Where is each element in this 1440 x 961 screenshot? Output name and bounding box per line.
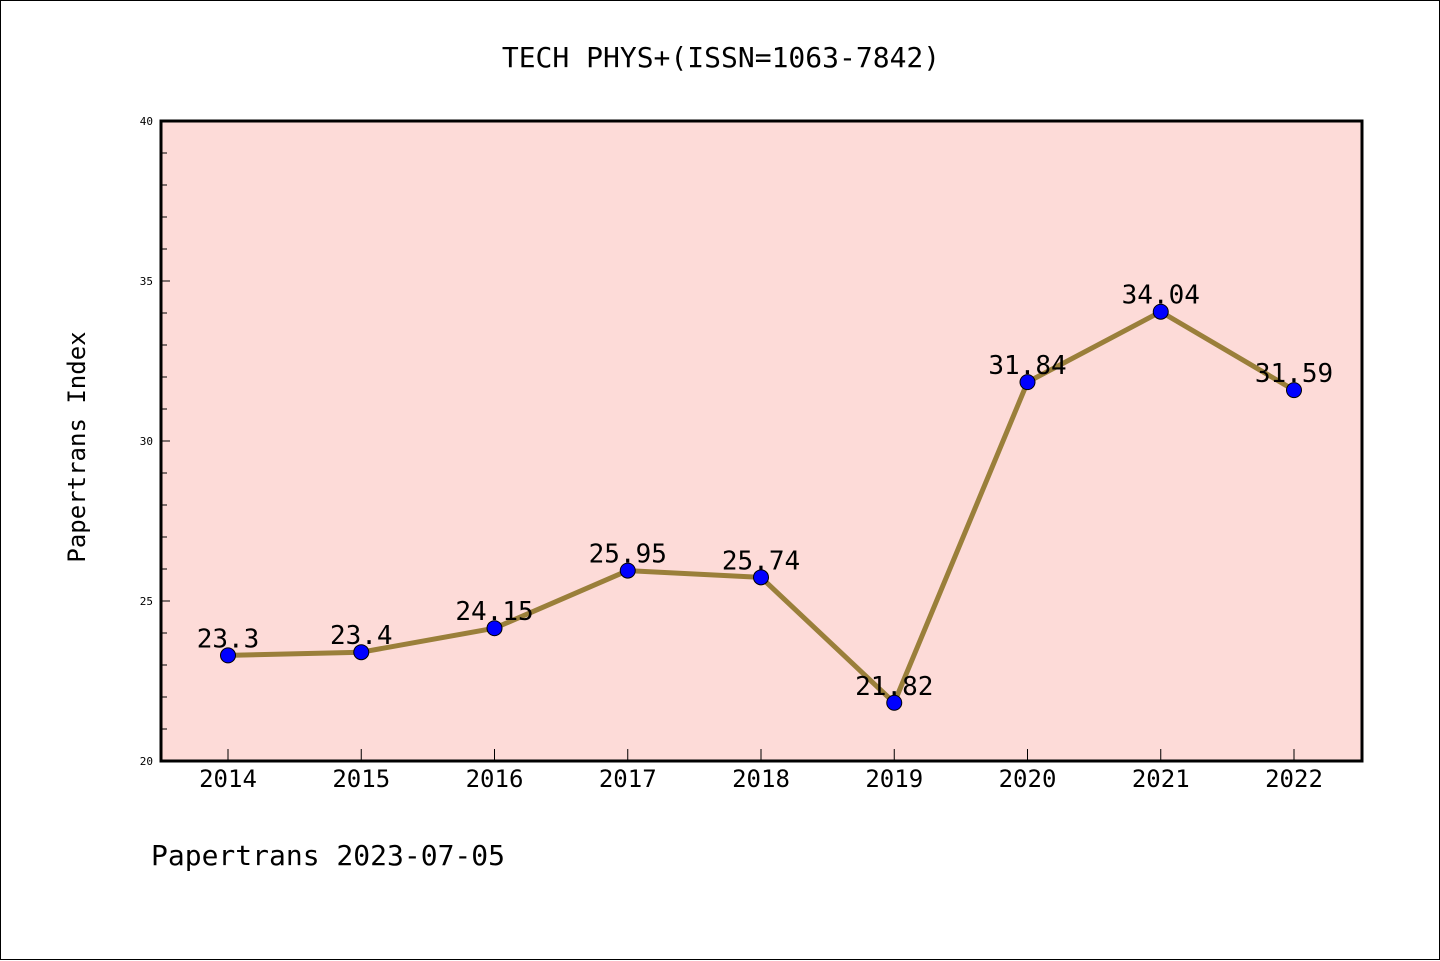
- y-tick-label: 20: [140, 755, 153, 768]
- y-tick-label: 30: [140, 435, 153, 448]
- data-label: 23.3: [197, 624, 260, 654]
- x-tick-label: 2020: [999, 765, 1057, 793]
- data-label: 24.15: [455, 597, 533, 627]
- data-point: [220, 647, 236, 664]
- data-label: 25.95: [589, 540, 667, 570]
- y-tick-label: 35: [140, 275, 153, 288]
- x-tick-label: 2015: [332, 765, 390, 793]
- footer-source-date: Papertrans 2023-07-05: [151, 839, 505, 872]
- x-tick-label: 2016: [466, 765, 524, 793]
- data-point: [886, 694, 903, 711]
- chart-title: TECH PHYS+(ISSN=1063-7842): [502, 41, 940, 74]
- data-point: [1286, 382, 1302, 399]
- x-tick-label: 2017: [599, 765, 657, 793]
- data-label: 34.04: [1122, 281, 1200, 311]
- data-label: 25.74: [722, 546, 800, 576]
- data-point: [1019, 374, 1036, 391]
- x-tick-label: 2022: [1265, 765, 1323, 793]
- x-tick-label: 2021: [1132, 765, 1190, 793]
- x-tick-label: 2019: [865, 765, 923, 793]
- plot-area: [159, 119, 1364, 763]
- data-label: 21.82: [855, 672, 933, 702]
- data-point: [619, 562, 636, 579]
- x-tick-label: 2018: [732, 765, 790, 793]
- y-axis-ticks: 20 25 30 35 40: [140, 115, 170, 768]
- data-label: 31.59: [1255, 359, 1333, 389]
- x-axis-ticks: 2014 2015 2016 2017 2018 2019 2020 2021 2022: [199, 749, 1323, 793]
- y-tick-label: 40: [140, 115, 153, 128]
- data-label: 23.4: [330, 621, 393, 651]
- data-point: [1152, 303, 1169, 320]
- y-axis-label: Papertrans Index: [63, 331, 91, 562]
- data-point: [486, 620, 503, 637]
- y-tick-label: 25: [140, 595, 153, 608]
- x-tick-label: 2014: [199, 765, 257, 793]
- data-label: 31.84: [988, 351, 1066, 381]
- data-point: [753, 569, 769, 586]
- series-group: 23.3 23.4 24.15 25.95 25.74 21.82 31.84 34.04 31…: [197, 281, 1333, 711]
- data-point: [353, 644, 370, 661]
